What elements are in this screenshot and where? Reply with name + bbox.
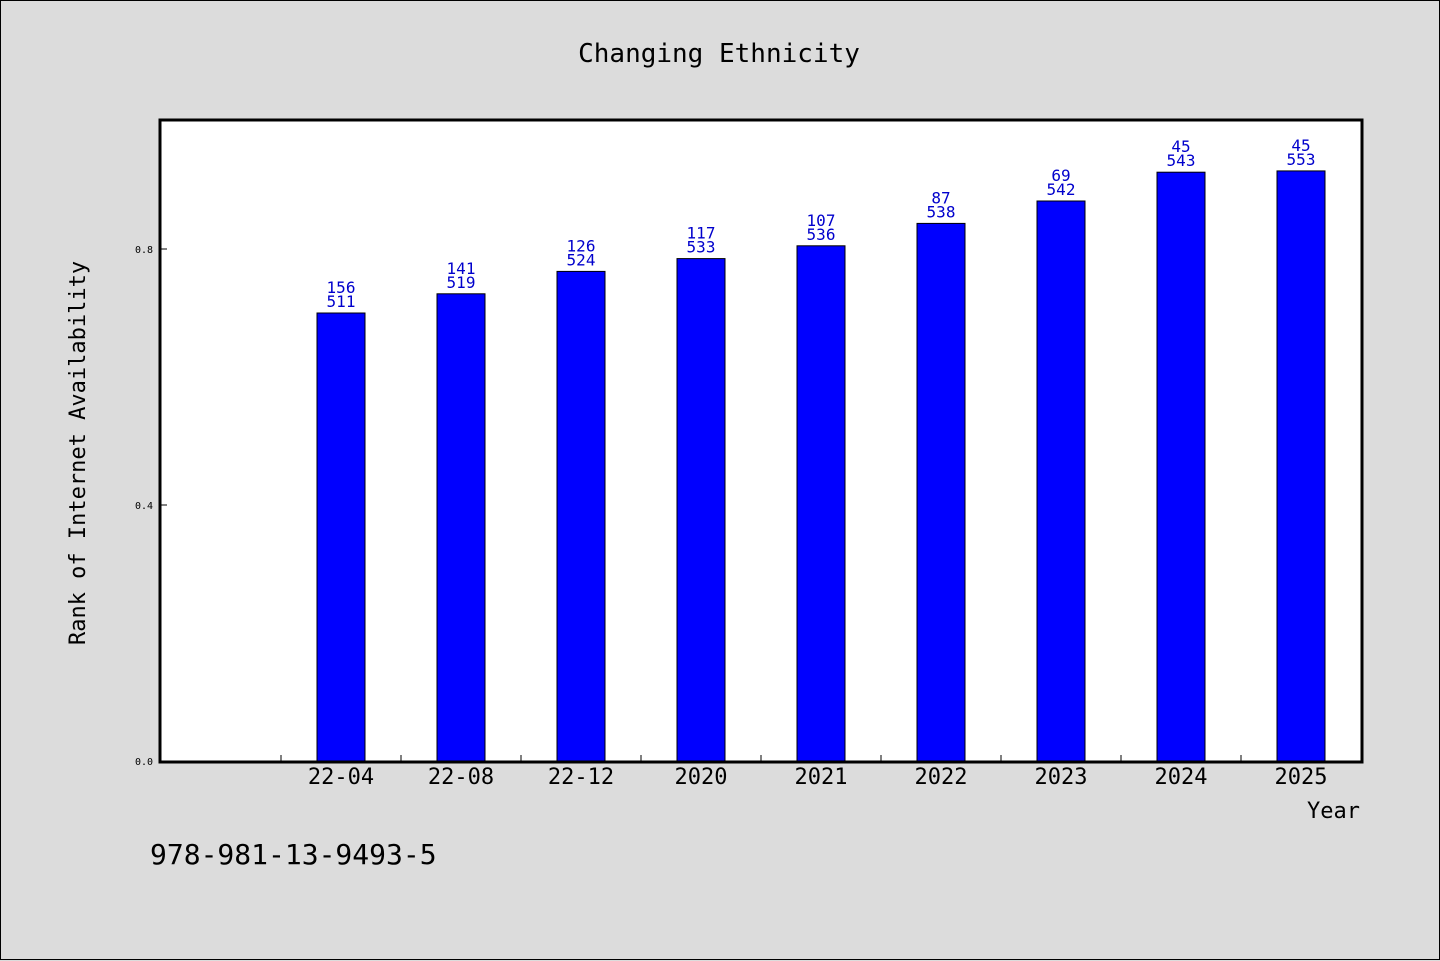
bar-label-upper: 69 bbox=[1051, 166, 1070, 185]
bar-label-upper: 117 bbox=[687, 224, 716, 243]
x-axis: 22-04 22-08 22-12 2020 2021 2022 2023 2024 2025 bbox=[280, 755, 1328, 790]
y-tick-label: 0.8 bbox=[135, 245, 153, 256]
x-tick-label: 2020 bbox=[675, 765, 728, 790]
bar-label-lower: 519 bbox=[447, 273, 476, 292]
x-axis-title: Year bbox=[1307, 799, 1360, 824]
y-tick-label: 0.4 bbox=[135, 501, 153, 512]
bar-2021 bbox=[796, 245, 846, 762]
bar-label-upper: 107 bbox=[807, 211, 836, 230]
bar-series bbox=[316, 170, 1326, 762]
bar-label-lower: 538 bbox=[927, 202, 956, 221]
x-tick-label: 2021 bbox=[795, 765, 848, 790]
x-tick-label: 2022 bbox=[915, 765, 968, 790]
bar-label-upper: 156 bbox=[327, 278, 356, 297]
x-tick-label: 22-12 bbox=[548, 765, 614, 790]
bar-label-lower: 536 bbox=[807, 225, 836, 244]
bar-label-lower: 533 bbox=[687, 238, 716, 257]
bar-label-upper: 126 bbox=[567, 236, 596, 255]
x-tick-label: 2025 bbox=[1275, 765, 1328, 790]
bar-label-upper: 87 bbox=[931, 188, 950, 207]
x-tick-label: 2024 bbox=[1155, 765, 1208, 790]
bar-label-lower: 553 bbox=[1287, 150, 1316, 169]
y-tick-label: 0.0 bbox=[135, 757, 153, 768]
chart-title: Changing Ethnicity bbox=[578, 39, 860, 69]
bar-22-08 bbox=[436, 293, 486, 762]
bar-2022 bbox=[916, 222, 966, 762]
y-axis-title: Rank of Internet Availability bbox=[66, 261, 91, 645]
bar-label-lower: 542 bbox=[1047, 180, 1076, 199]
x-tick-label: 22-04 bbox=[308, 765, 374, 790]
bar-2024 bbox=[1156, 171, 1206, 762]
bar-label-lower: 524 bbox=[567, 250, 596, 269]
bar-label-upper: 141 bbox=[447, 259, 476, 278]
bar-label-upper: 45 bbox=[1171, 137, 1190, 156]
bar-2025 bbox=[1276, 170, 1326, 762]
x-tick-label: 2023 bbox=[1035, 765, 1088, 790]
isbn-footer-text: 978-981-13-9493-5 bbox=[150, 838, 437, 871]
bar-label-upper: 45 bbox=[1291, 136, 1310, 155]
bar-2023 bbox=[1036, 200, 1086, 762]
x-tick-label: 22-08 bbox=[428, 765, 494, 790]
bar-label-lower: 543 bbox=[1167, 151, 1196, 170]
bar-2020 bbox=[676, 258, 726, 762]
bar-22-12 bbox=[556, 270, 606, 762]
bar-22-04 bbox=[316, 312, 366, 762]
bar-label-lower: 511 bbox=[327, 292, 356, 311]
y-axis: 0.0 0.4 0.8 bbox=[135, 245, 167, 768]
